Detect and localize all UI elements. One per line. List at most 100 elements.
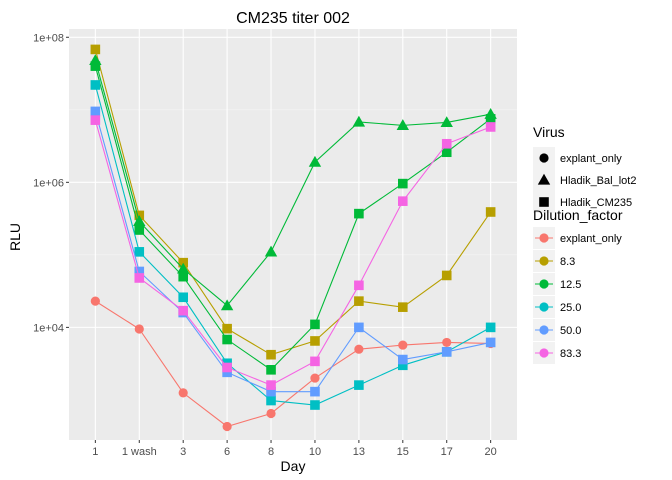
legend-key-circle [539, 153, 549, 163]
data-point [485, 207, 496, 217]
data-point [398, 178, 408, 189]
axes: 1e+04 1e+06 1e+08 1 1 wash 3 6 8 10 13 15 17 20 [33, 32, 497, 458]
legend-virus-label: Hladik_Bal_lot2 [560, 175, 636, 187]
x-tick-label: 1 wash [122, 446, 157, 458]
data-point [266, 380, 276, 390]
data-point [354, 344, 364, 354]
data-point [354, 208, 364, 219]
data-point [134, 324, 144, 334]
data-point [222, 367, 232, 378]
data-point [442, 337, 452, 348]
series-83.3-Hladik_CM235 [90, 115, 496, 390]
data-point [134, 225, 145, 235]
x-tick-label: 8 [268, 446, 274, 458]
data-point [90, 106, 101, 117]
data-point [310, 356, 320, 367]
data-point [178, 257, 188, 268]
x-tick-label: 17 [441, 446, 453, 458]
data-point [441, 147, 452, 158]
data-point [266, 395, 276, 406]
legend-key-point [539, 233, 549, 243]
series-line [94, 119, 491, 386]
y-tick-label: 1e+08 [33, 32, 64, 44]
data-point [354, 380, 364, 390]
series-line [94, 60, 491, 307]
data-point [90, 296, 100, 306]
legend-dilution-label: 50.0 [560, 325, 581, 337]
data-point [222, 334, 232, 345]
x-axis-label: Day [281, 458, 306, 474]
data-point [134, 266, 145, 277]
data-point [178, 388, 188, 398]
data-point [222, 362, 232, 373]
legend-virus-label: Hladik_CM235 [560, 197, 632, 209]
y-tick-label: 1e+06 [33, 177, 64, 189]
x-tick-label: 6 [224, 446, 230, 458]
data-point [354, 322, 364, 333]
data-point [310, 319, 320, 330]
data-point [134, 273, 145, 283]
data-point [90, 61, 101, 71]
data-point [90, 115, 101, 125]
legend-dilution-label: 25.0 [560, 302, 581, 314]
legend-dilution-label: 12.5 [560, 279, 581, 291]
data-point [398, 360, 408, 371]
data-point [178, 292, 188, 303]
legend-dilution-label: 83.3 [560, 348, 581, 360]
legend: Virus explant_only Hladik_Bal_lot2 Hladik_C… [533, 124, 636, 364]
legend-key-point [539, 302, 549, 312]
data-point [485, 122, 496, 132]
data-point [441, 347, 452, 357]
legend-key-point [539, 256, 549, 266]
data-point [441, 270, 452, 281]
data-point [266, 386, 276, 397]
data-point [310, 400, 320, 410]
data-point [398, 340, 408, 350]
chart-title: CM235 titer 002 [236, 10, 350, 27]
legend-key-point [539, 348, 549, 358]
y-axis-label: RLU [7, 223, 23, 251]
legend-key-triangle [537, 173, 551, 185]
data-point [310, 386, 320, 397]
legend-key-point [539, 279, 549, 289]
data-point [308, 155, 322, 167]
series-12.5-Hladik_CM235 [90, 61, 496, 375]
y-tick-label: 1e+04 [33, 322, 64, 334]
series-line [95, 300, 491, 428]
data-point [266, 365, 276, 375]
series-layer [89, 44, 497, 432]
data-point [398, 354, 408, 365]
legend-key-square [539, 197, 549, 207]
series-line [94, 65, 491, 371]
data-point [220, 299, 234, 311]
legend-virus-title: Virus [533, 124, 565, 140]
legend-dilution-title: Dilution_factor [533, 207, 623, 223]
series-line [94, 84, 491, 406]
data-point [310, 336, 320, 346]
data-point [398, 196, 408, 206]
data-point [266, 408, 276, 419]
legend-dilution-label: 8.3 [560, 256, 575, 268]
data-point [441, 138, 452, 149]
legend-dilution-label: explant_only [560, 233, 622, 245]
x-tick-label: 1 [92, 446, 98, 458]
x-tick-label: 13 [353, 446, 365, 458]
data-point [178, 305, 188, 316]
x-tick-label: 20 [485, 446, 497, 458]
data-point [90, 80, 101, 90]
x-tick-label: 15 [397, 446, 409, 458]
x-tick-label: 3 [180, 446, 186, 458]
data-point [398, 302, 408, 312]
legend-key-point [539, 325, 549, 335]
data-point [133, 215, 146, 226]
data-point [354, 280, 364, 291]
series-50.0-Hladik_CM235 [90, 106, 496, 397]
data-point [354, 296, 364, 306]
data-point [485, 114, 496, 124]
data-point [310, 373, 320, 383]
data-point [176, 262, 190, 274]
data-point [90, 44, 101, 55]
data-point [178, 271, 188, 282]
series-explant_only-explant_only [90, 296, 496, 432]
